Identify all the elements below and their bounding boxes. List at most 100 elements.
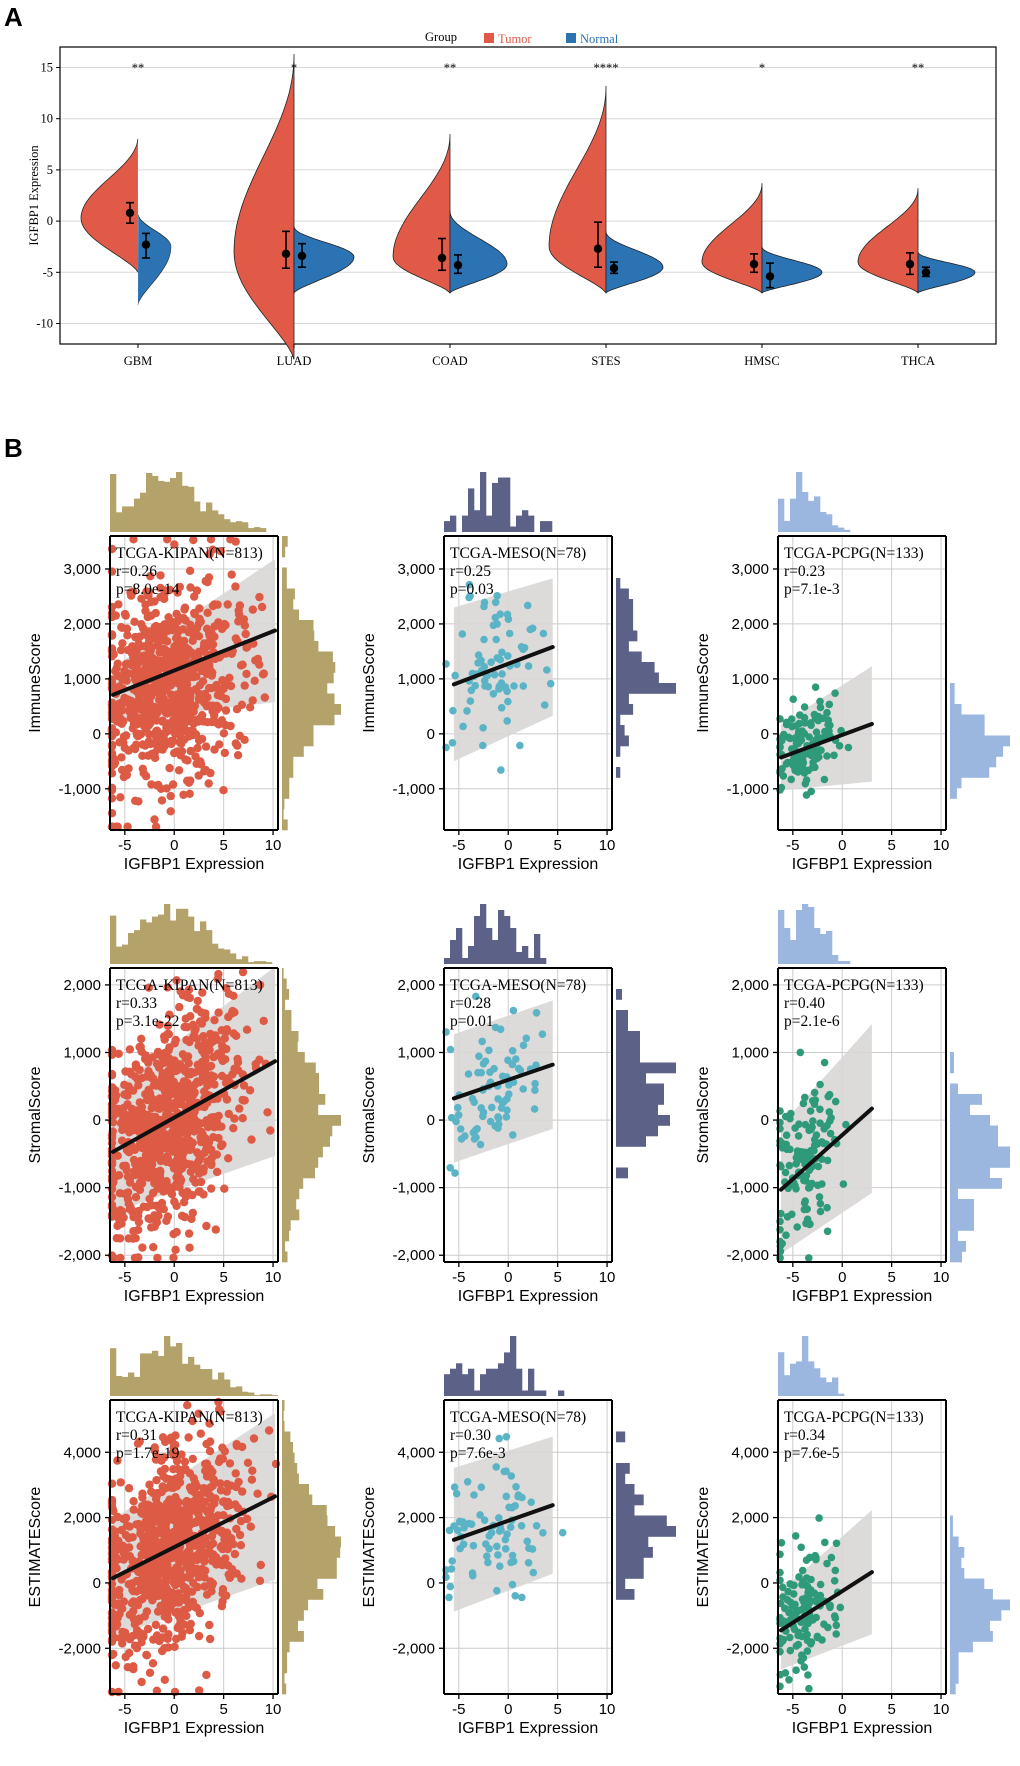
- scatter-point: [158, 622, 167, 631]
- marginal-x-bar: [260, 528, 267, 532]
- marginal-x-bar: [814, 1368, 821, 1396]
- marginal-y-bar: [282, 630, 315, 642]
- scatter-point: [463, 707, 471, 715]
- violin-tumor-stes: [548, 85, 607, 294]
- scatter-point: [827, 1553, 836, 1562]
- scatter-point: [162, 1595, 171, 1605]
- scatter-point: [152, 1476, 161, 1485]
- scatter-point: [807, 751, 816, 760]
- scatter-point: [452, 1489, 461, 1498]
- marginal-x-bar: [248, 962, 255, 964]
- violin-median-point: [141, 240, 151, 249]
- scatter-point: [202, 624, 212, 633]
- x-tick-label: 5: [219, 837, 227, 854]
- scatter-grid: -5 0 5 10 -1,000 0 1,000 2,000 3,000 IGFBP1 Expre…: [27, 472, 1010, 1737]
- scatter-point: [138, 1502, 147, 1511]
- scatter-point: [493, 592, 502, 600]
- scatter-point: [192, 672, 201, 681]
- scatter-point: [504, 1056, 512, 1064]
- scatter-point: [805, 1594, 813, 1602]
- scatter-point: [167, 1190, 177, 1199]
- marginal-y-bar: [282, 1188, 300, 1200]
- scatter-point: [505, 1090, 513, 1098]
- scatter-point: [137, 1034, 146, 1044]
- scatter-point: [233, 1058, 243, 1067]
- scatter-point: [216, 1407, 225, 1416]
- scatter-point: [116, 1119, 126, 1128]
- regression-line: [778, 721, 874, 760]
- scatter-point: [794, 1631, 802, 1640]
- scatter-point: [801, 1093, 809, 1102]
- scatter-point: [160, 1100, 170, 1110]
- scatter-point: [163, 1093, 172, 1103]
- cohort-annotation: TCGA-KIPAN(N=813): [116, 545, 263, 562]
- scatter-point: [205, 1039, 215, 1048]
- scatter-point: [493, 654, 502, 662]
- marginal-x-bar: [170, 920, 177, 964]
- violin-ytick-label: -10: [36, 317, 53, 331]
- scatter-point: [263, 1108, 272, 1117]
- scatter-point: [248, 696, 257, 705]
- scatter-point: [481, 1057, 490, 1065]
- scatter-point: [466, 697, 475, 705]
- x-tick-label: 10: [933, 1701, 950, 1718]
- marginal-x-bar: [522, 1390, 529, 1396]
- marginal-x-bar: [110, 474, 117, 532]
- scatter-point: [155, 1636, 164, 1646]
- scatter-point: [504, 652, 512, 660]
- scatter-point: [236, 1541, 246, 1550]
- scatter-point: [113, 659, 122, 668]
- scatter-point: [494, 1114, 503, 1123]
- scatter-point: [141, 1163, 151, 1173]
- scatter-point: [792, 1666, 800, 1674]
- scatter-point: [230, 1114, 239, 1123]
- marginal-x-bar: [212, 943, 219, 964]
- violin-tumor-thca: [857, 188, 919, 294]
- y-tick-label: -1,000: [58, 781, 101, 798]
- marginal-x-bar: [480, 904, 487, 964]
- scatter-point: [130, 617, 139, 626]
- scatter-point: [163, 535, 172, 544]
- violin-xtick-label: HMSC: [744, 354, 779, 368]
- scatter-point: [181, 1014, 190, 1023]
- scatter-point: [811, 683, 820, 691]
- scatter-point: [519, 682, 528, 690]
- scatter-point: [138, 751, 147, 760]
- scatter-point: [237, 700, 247, 709]
- scatter-point: [143, 661, 152, 670]
- scatter-point: [247, 1475, 257, 1484]
- scatter-point: [191, 1024, 200, 1034]
- violin-legend: Group Tumor Normal: [425, 30, 619, 46]
- scatter-point: [830, 751, 838, 760]
- scatter-point: [792, 1642, 801, 1650]
- marginal-y-bar: [282, 1631, 304, 1642]
- marginal-y-bar: [282, 1062, 316, 1074]
- scatter-point: [117, 1136, 127, 1145]
- scatter-point: [470, 1135, 479, 1143]
- r-annotation: r=0.26: [116, 563, 157, 580]
- scatter-point: [212, 680, 221, 690]
- scatter-point: [514, 1491, 523, 1499]
- scatter-point: [234, 610, 244, 619]
- marginal-y-bar: [616, 1589, 635, 1600]
- y-tick-label: 2,000: [63, 977, 101, 994]
- violin-normal-coad: [449, 210, 508, 294]
- scatter-point: [198, 988, 207, 997]
- scatter-point: [116, 1206, 125, 1215]
- scatter-point: [129, 1664, 138, 1674]
- marginal-y-bar: [616, 672, 659, 684]
- scatter-point: [167, 739, 176, 749]
- marginal-y-bar: [616, 1041, 640, 1053]
- scatter-point: [498, 1099, 507, 1107]
- scatter-point: [118, 706, 127, 715]
- scatter-point: [465, 580, 474, 589]
- marginal-y-bar: [616, 630, 638, 642]
- marginal-x-bar: [492, 482, 499, 532]
- marginal-x-bar: [522, 946, 529, 964]
- marginal-x-bar: [206, 1369, 213, 1396]
- scatter-point: [516, 741, 524, 750]
- scatter-point: [137, 1524, 146, 1534]
- marginal-y-bar: [282, 1589, 324, 1600]
- marginal-y-bar: [950, 1209, 974, 1221]
- scatter-point: [146, 669, 156, 678]
